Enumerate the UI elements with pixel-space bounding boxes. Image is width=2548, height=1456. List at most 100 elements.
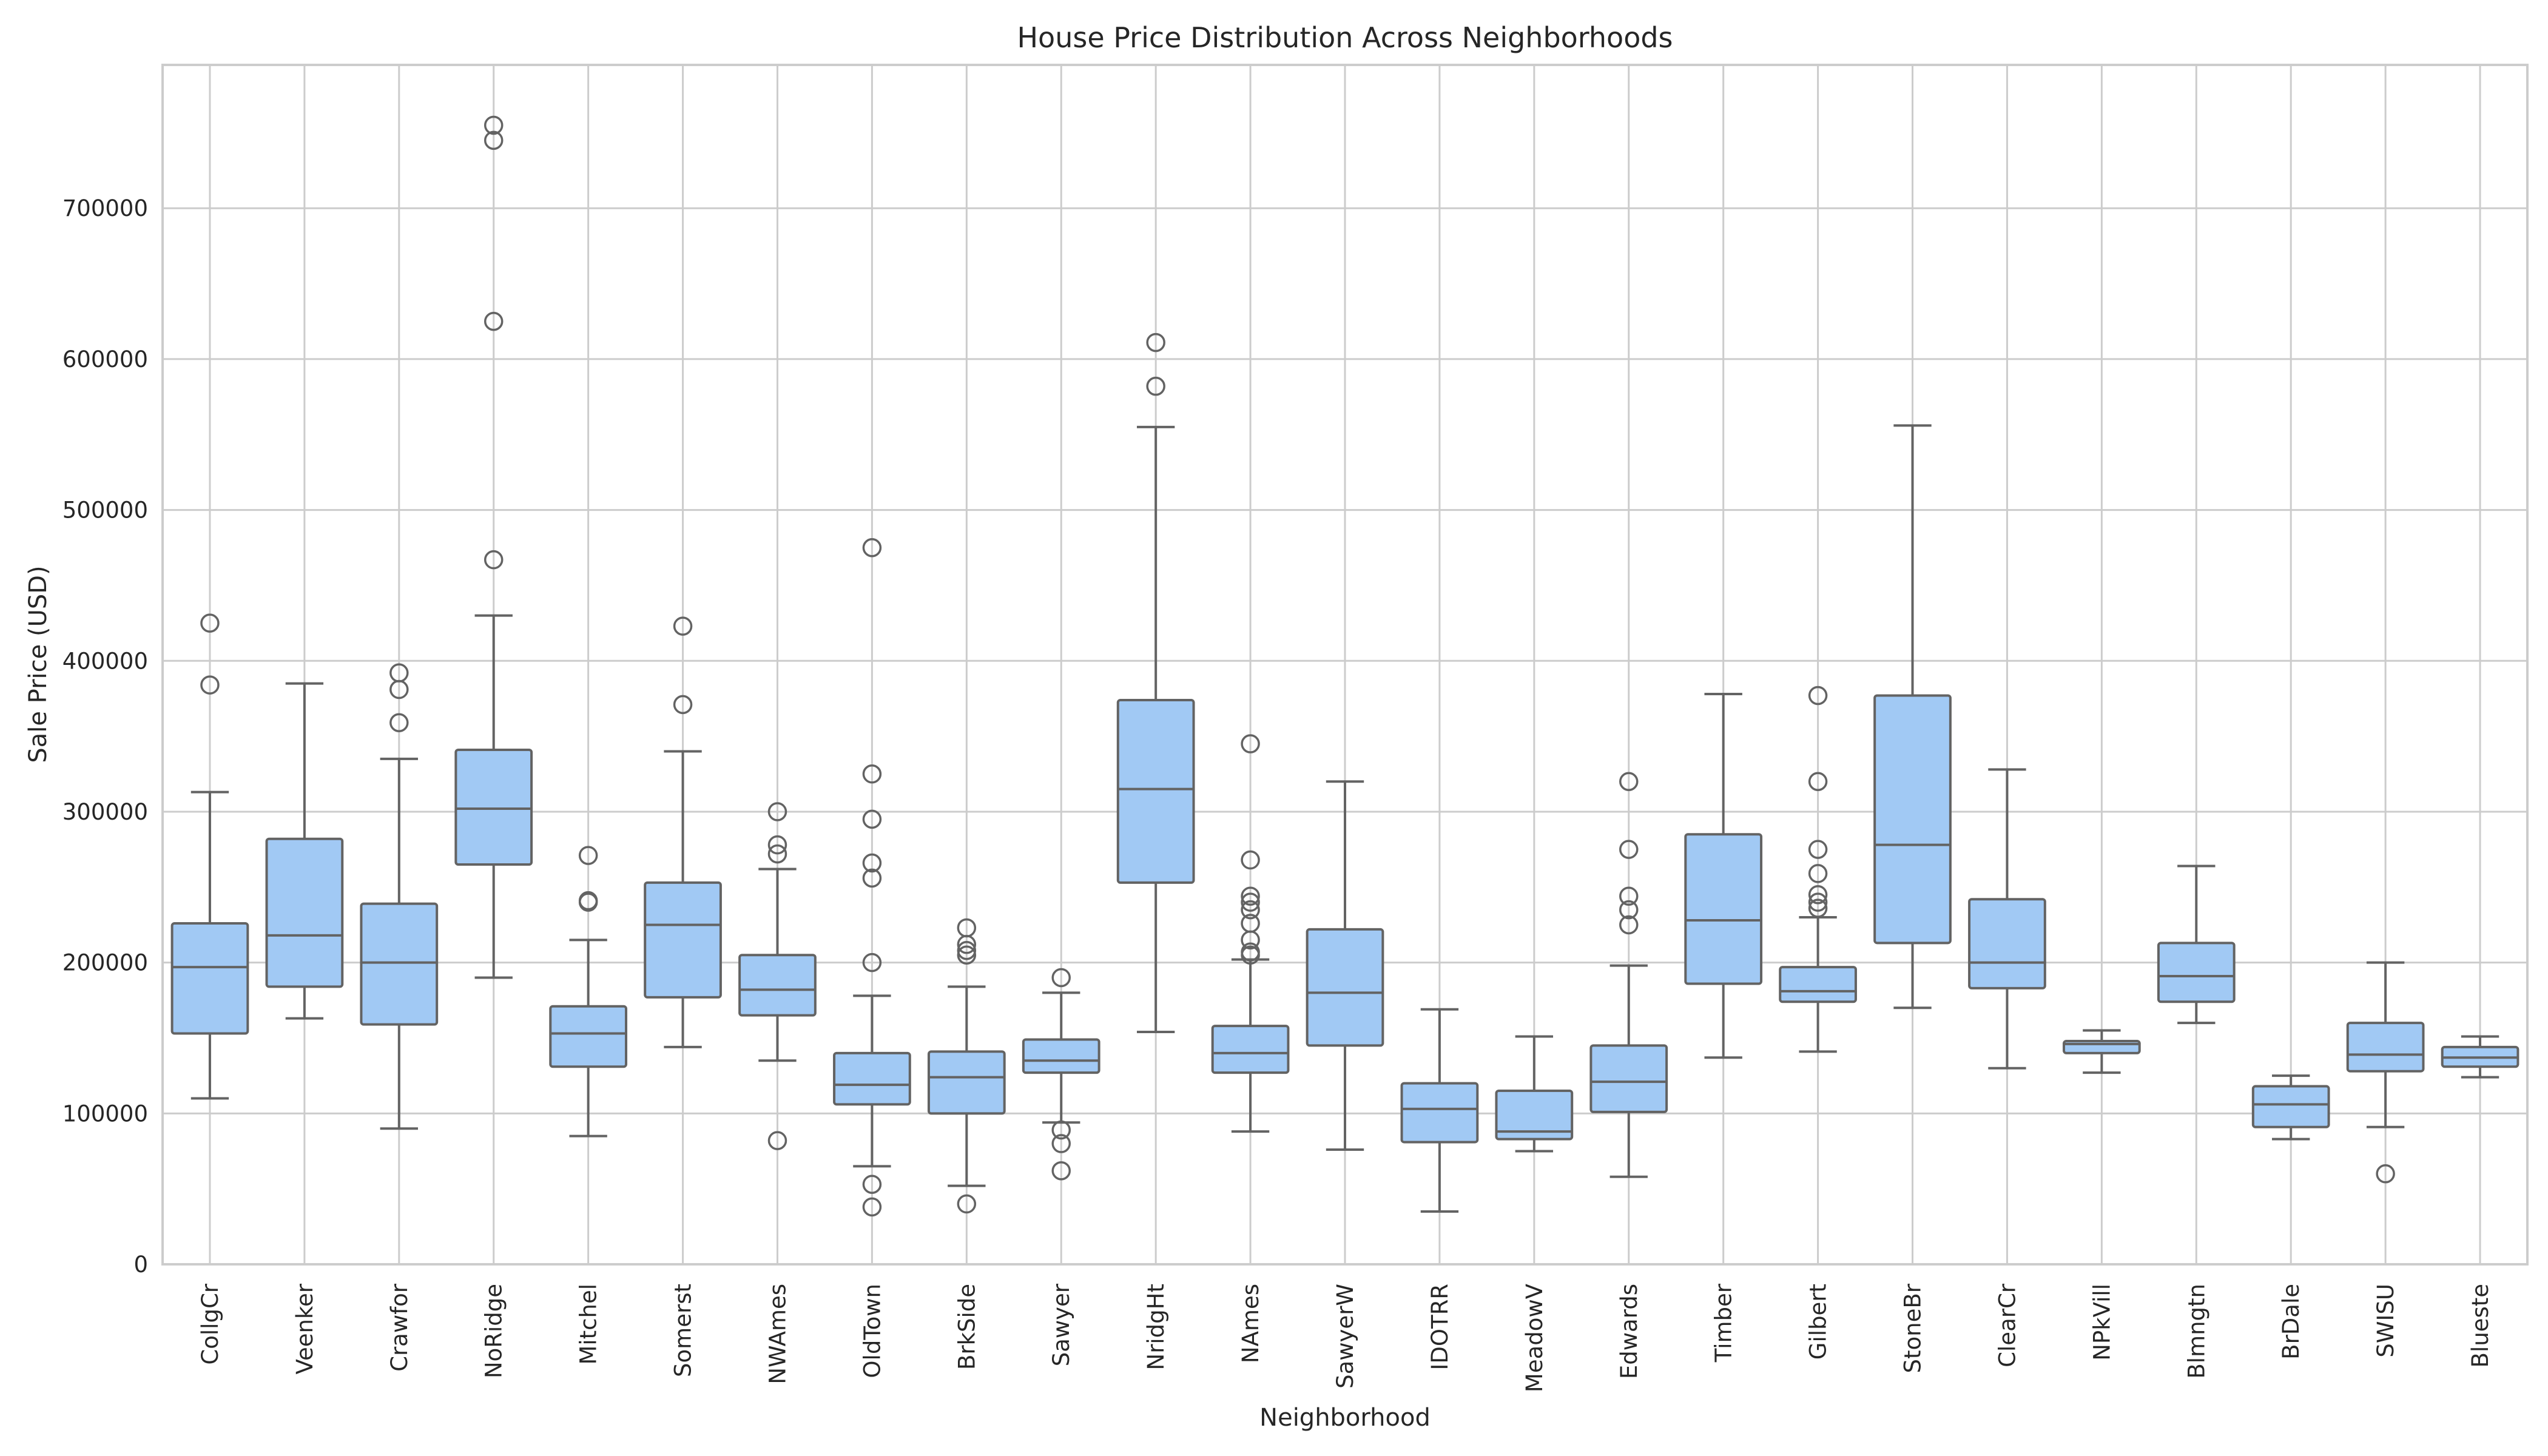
box-Timber <box>1684 692 1763 1059</box>
outlier-point <box>1051 1134 1071 1153</box>
outlier-point <box>862 952 882 972</box>
iqr-box <box>1779 966 1857 1003</box>
box-NWAmes <box>738 802 817 1150</box>
outlier-point <box>1619 886 1639 906</box>
x-tick-label: MeadowV <box>1522 1284 1548 1392</box>
outlier-point <box>1146 332 1165 352</box>
x-tick-label: OldTown <box>859 1284 885 1378</box>
y-tick-label: 200000 <box>62 950 148 976</box>
outlier-point <box>200 675 220 695</box>
outlier-point <box>1241 914 1260 933</box>
iqr-box <box>1968 898 2046 989</box>
box-Blmngtn <box>2157 864 2236 1025</box>
outlier-point <box>1808 885 1828 905</box>
y-tick-label: 300000 <box>62 799 148 825</box>
outlier-point <box>767 802 787 821</box>
outlier-point <box>1051 1120 1071 1140</box>
outlier-point <box>862 809 882 829</box>
outlier-point <box>1241 892 1260 912</box>
iqr-box <box>1116 698 1195 884</box>
box-Sawyer <box>1022 968 1100 1181</box>
outlier-point <box>484 130 504 150</box>
box-Blueste <box>2441 1035 2519 1079</box>
iqr-box <box>170 922 249 1035</box>
iqr-box <box>265 837 344 988</box>
y-tick-labels: 0 100000 200000 300000 400000 500000 600000 700… <box>62 195 148 1278</box>
box-BrkSide <box>927 918 1006 1214</box>
iqr-box <box>2346 1022 2425 1073</box>
plot-frame <box>161 64 2529 1266</box>
outlier-point <box>862 538 882 558</box>
y-tick-label: 100000 <box>62 1100 148 1127</box>
outlier-point <box>389 713 409 732</box>
chart-title: House Price Distribution Across Neighbor… <box>1017 21 1673 54</box>
x-tick-label: StoneBr <box>1900 1283 1926 1373</box>
outlier-point <box>1241 942 1260 962</box>
iqr-box <box>1589 1044 1668 1113</box>
x-tick-label: CollgCr <box>197 1283 223 1364</box>
outlier-point <box>1241 886 1260 906</box>
x-tick-label: SawyerW <box>1332 1284 1358 1389</box>
outlier-point <box>484 312 504 331</box>
box-NAmes <box>1211 734 1290 1133</box>
iqr-box <box>1495 1090 1574 1141</box>
iqr-box <box>2157 942 2236 1003</box>
x-tick-label: Blmngtn <box>2183 1284 2209 1379</box>
x-tick-label: Somerst <box>670 1284 696 1377</box>
iqr-box <box>1306 928 1384 1047</box>
outlier-point <box>1051 1161 1071 1181</box>
box-NridgHt <box>1116 332 1195 1034</box>
outlier-point <box>673 695 693 715</box>
x-tick-label: Mitchel <box>576 1284 602 1365</box>
box-Edwards <box>1589 772 1668 1178</box>
outlier-point <box>957 918 977 938</box>
x-tick-label: Timber <box>1711 1283 1737 1363</box>
x-tick-label: ClearCr <box>1994 1283 2020 1367</box>
box-NPkVill <box>2062 1029 2141 1074</box>
outlier-point <box>1146 376 1165 396</box>
iqr-box <box>454 749 533 866</box>
iqr-box <box>738 954 817 1017</box>
box-NoRidge <box>454 115 533 979</box>
y-tick-label: 600000 <box>62 346 148 372</box>
outlier-point <box>1808 898 1828 918</box>
x-axis-label: Neighborhood <box>1259 1404 1431 1432</box>
box-Gilbert <box>1779 686 1857 1053</box>
iqr-box <box>1211 1025 1290 1074</box>
box-Somerst <box>644 616 722 1048</box>
iqr-box <box>1400 1082 1479 1144</box>
outlier-point <box>1808 892 1828 912</box>
box-SWISU <box>2346 961 2425 1184</box>
box-ClearCr <box>1968 768 2046 1070</box>
x-tick-label: BrDale <box>2278 1284 2304 1360</box>
outlier-point <box>1051 968 1071 988</box>
y-tick-label: 400000 <box>62 648 148 674</box>
box-BrDale <box>2251 1074 2330 1141</box>
iqr-box <box>644 881 722 999</box>
outlier-point <box>1808 772 1828 791</box>
y-tick-label: 500000 <box>62 497 148 524</box>
outlier-point <box>767 844 787 864</box>
y-axis-label: Sale Price (USD) <box>24 565 52 763</box>
iqr-box <box>927 1050 1006 1115</box>
outlier-point <box>200 613 220 633</box>
outlier-point <box>484 115 504 135</box>
box-MeadowV <box>1495 1035 1574 1153</box>
iqr-box <box>1684 833 1763 985</box>
outlier-point <box>2376 1164 2395 1184</box>
x-tick-label: Edwards <box>1616 1284 1642 1379</box>
x-tick-label: NoRidge <box>481 1284 507 1378</box>
outlier-point <box>1619 900 1639 920</box>
x-tick-label: Crawfor <box>386 1283 413 1372</box>
x-tick-label: NAmes <box>1238 1284 1264 1363</box>
outlier-point <box>1241 900 1260 920</box>
box-SawyerW <box>1306 780 1384 1151</box>
box-StoneBr <box>1873 424 1952 1009</box>
box-Crawfor <box>360 663 439 1130</box>
outlier-point <box>862 868 882 888</box>
outlier-point <box>578 891 598 911</box>
outlier-point <box>389 663 409 682</box>
x-tick-label: Veenker <box>292 1283 318 1374</box>
x-tick-label: NridgHt <box>1143 1284 1169 1370</box>
